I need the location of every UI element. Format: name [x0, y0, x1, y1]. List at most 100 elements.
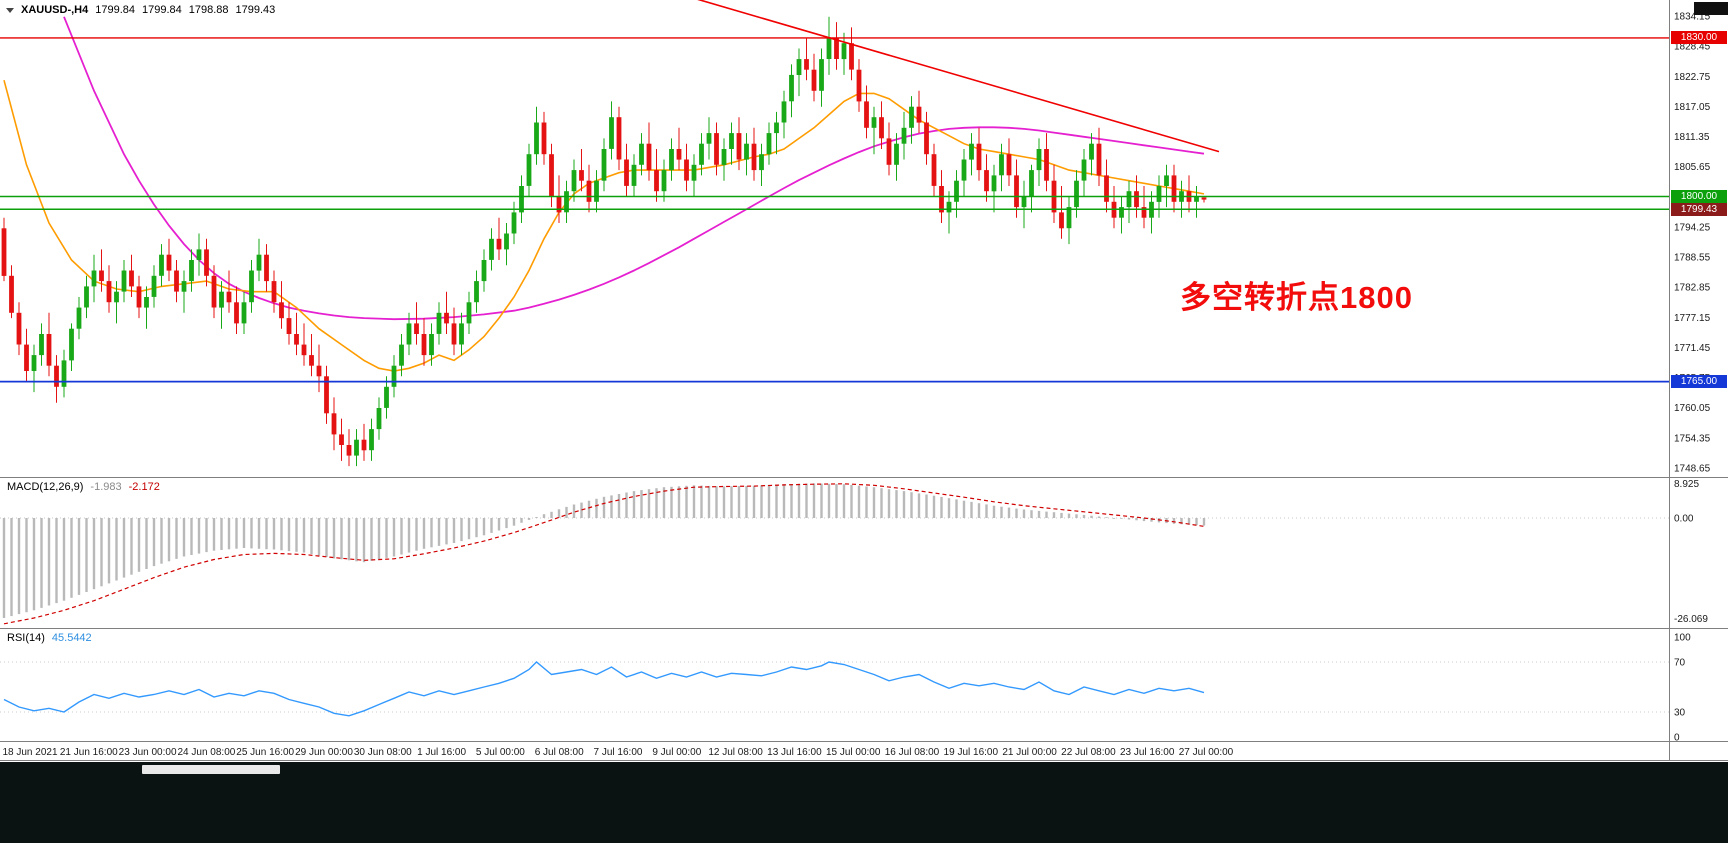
candle-body[interactable] [436, 312, 442, 334]
candle-body[interactable] [796, 59, 802, 75]
candle-body[interactable] [519, 186, 524, 213]
candle-body[interactable] [151, 275, 157, 297]
candle-body[interactable] [691, 164, 697, 181]
candle-body[interactable] [616, 117, 622, 160]
candle-body[interactable] [384, 386, 389, 408]
candle-body[interactable] [159, 254, 164, 276]
candle-body[interactable] [924, 122, 929, 155]
candle-body[interactable] [1194, 196, 1199, 202]
candle-body[interactable] [474, 281, 479, 303]
candle-body[interactable] [969, 143, 974, 160]
candle-body[interactable] [324, 376, 329, 414]
candle-body[interactable] [1126, 191, 1132, 208]
candle-body[interactable] [946, 201, 952, 213]
candle-body[interactable] [271, 281, 277, 303]
candle-body[interactable] [811, 69, 817, 91]
candle-body[interactable] [1066, 207, 1072, 229]
candle-body[interactable] [481, 260, 487, 282]
candle-body[interactable] [669, 149, 674, 171]
candle-body[interactable] [766, 133, 772, 155]
candle-body[interactable] [39, 334, 44, 356]
candle-body[interactable] [331, 413, 337, 435]
candle-body[interactable] [819, 59, 824, 91]
candle-body[interactable] [249, 270, 254, 303]
candle-body[interactable] [256, 254, 262, 271]
candle-body[interactable] [1141, 207, 1147, 218]
candle-body[interactable] [144, 297, 149, 308]
candle-body[interactable] [534, 122, 539, 155]
candle-body[interactable] [234, 302, 239, 324]
candle-body[interactable] [639, 143, 644, 165]
candle-body[interactable] [1029, 170, 1034, 197]
candle-body[interactable] [511, 212, 517, 234]
candle-body[interactable] [189, 260, 194, 282]
candle-body[interactable] [421, 334, 427, 356]
candle-body[interactable] [9, 275, 14, 313]
candle-body[interactable] [286, 318, 292, 334]
candle-body[interactable] [31, 355, 37, 371]
candle-body[interactable] [894, 143, 899, 165]
candle-body[interactable] [16, 312, 22, 345]
candle-body[interactable] [684, 159, 689, 181]
candle-body[interactable] [339, 434, 344, 445]
candle-body[interactable] [1171, 175, 1177, 202]
candle-body[interactable] [901, 127, 907, 144]
candle-body[interactable] [61, 360, 67, 387]
candle-body[interactable] [504, 233, 509, 250]
candle-body[interactable] [226, 291, 232, 303]
candle-body[interactable] [976, 143, 982, 171]
candle-body[interactable] [1201, 197, 1207, 200]
candle-body[interactable] [1164, 175, 1169, 186]
candle-body[interactable] [886, 138, 892, 165]
candle-body[interactable] [624, 159, 629, 186]
candle-body[interactable] [106, 281, 112, 303]
candle-body[interactable] [781, 101, 787, 123]
candle-body[interactable] [579, 170, 584, 181]
candle-body[interactable] [751, 143, 757, 171]
candle-body[interactable] [1096, 143, 1102, 176]
candle-body[interactable] [1014, 175, 1019, 208]
candle-body[interactable] [211, 275, 217, 308]
candle-body[interactable] [549, 154, 554, 197]
candle-body[interactable] [1, 228, 7, 276]
candle-body[interactable] [594, 180, 599, 202]
candle-body[interactable] [429, 334, 434, 356]
candle-body[interactable] [646, 143, 652, 171]
candle-body[interactable] [1059, 212, 1064, 229]
candle-body[interactable] [444, 312, 449, 324]
candle-body[interactable] [399, 344, 404, 366]
candle-body[interactable] [1089, 143, 1094, 160]
candle-body[interactable] [391, 365, 397, 387]
candle-body[interactable] [376, 408, 382, 430]
descending-trendline[interactable] [649, 0, 1220, 153]
scrollbar-thumb[interactable] [142, 765, 280, 774]
candle-body[interactable] [931, 154, 937, 186]
candle-body[interactable] [984, 170, 989, 192]
candle-body[interactable] [1104, 175, 1109, 202]
candle-body[interactable] [991, 175, 997, 192]
candle-body[interactable] [24, 344, 29, 371]
candle-body[interactable] [961, 159, 967, 181]
candle-body[interactable] [1044, 149, 1049, 181]
candle-body[interactable] [1134, 191, 1139, 208]
candle-body[interactable] [676, 149, 682, 160]
candle-body[interactable] [219, 291, 224, 308]
candle-body[interactable] [241, 302, 247, 324]
candle-body[interactable] [54, 365, 59, 387]
candle-body[interactable] [699, 143, 704, 165]
candle-body[interactable] [451, 323, 457, 345]
candle-body[interactable] [204, 249, 209, 276]
candle-body[interactable] [196, 249, 202, 260]
candle-body[interactable] [1156, 186, 1162, 202]
candle-body[interactable] [466, 302, 472, 324]
candle-body[interactable] [346, 445, 352, 456]
candle-body[interactable] [76, 307, 82, 329]
candle-body[interactable] [166, 254, 172, 271]
chart-annotation-text[interactable]: 多空转折点1800 [1180, 280, 1413, 315]
candle-body[interactable] [174, 270, 179, 292]
candle-body[interactable] [114, 291, 119, 303]
candle-body[interactable] [729, 133, 734, 149]
candle-body[interactable] [849, 43, 854, 70]
candle-body[interactable] [661, 170, 667, 192]
candle-body[interactable] [264, 254, 269, 282]
